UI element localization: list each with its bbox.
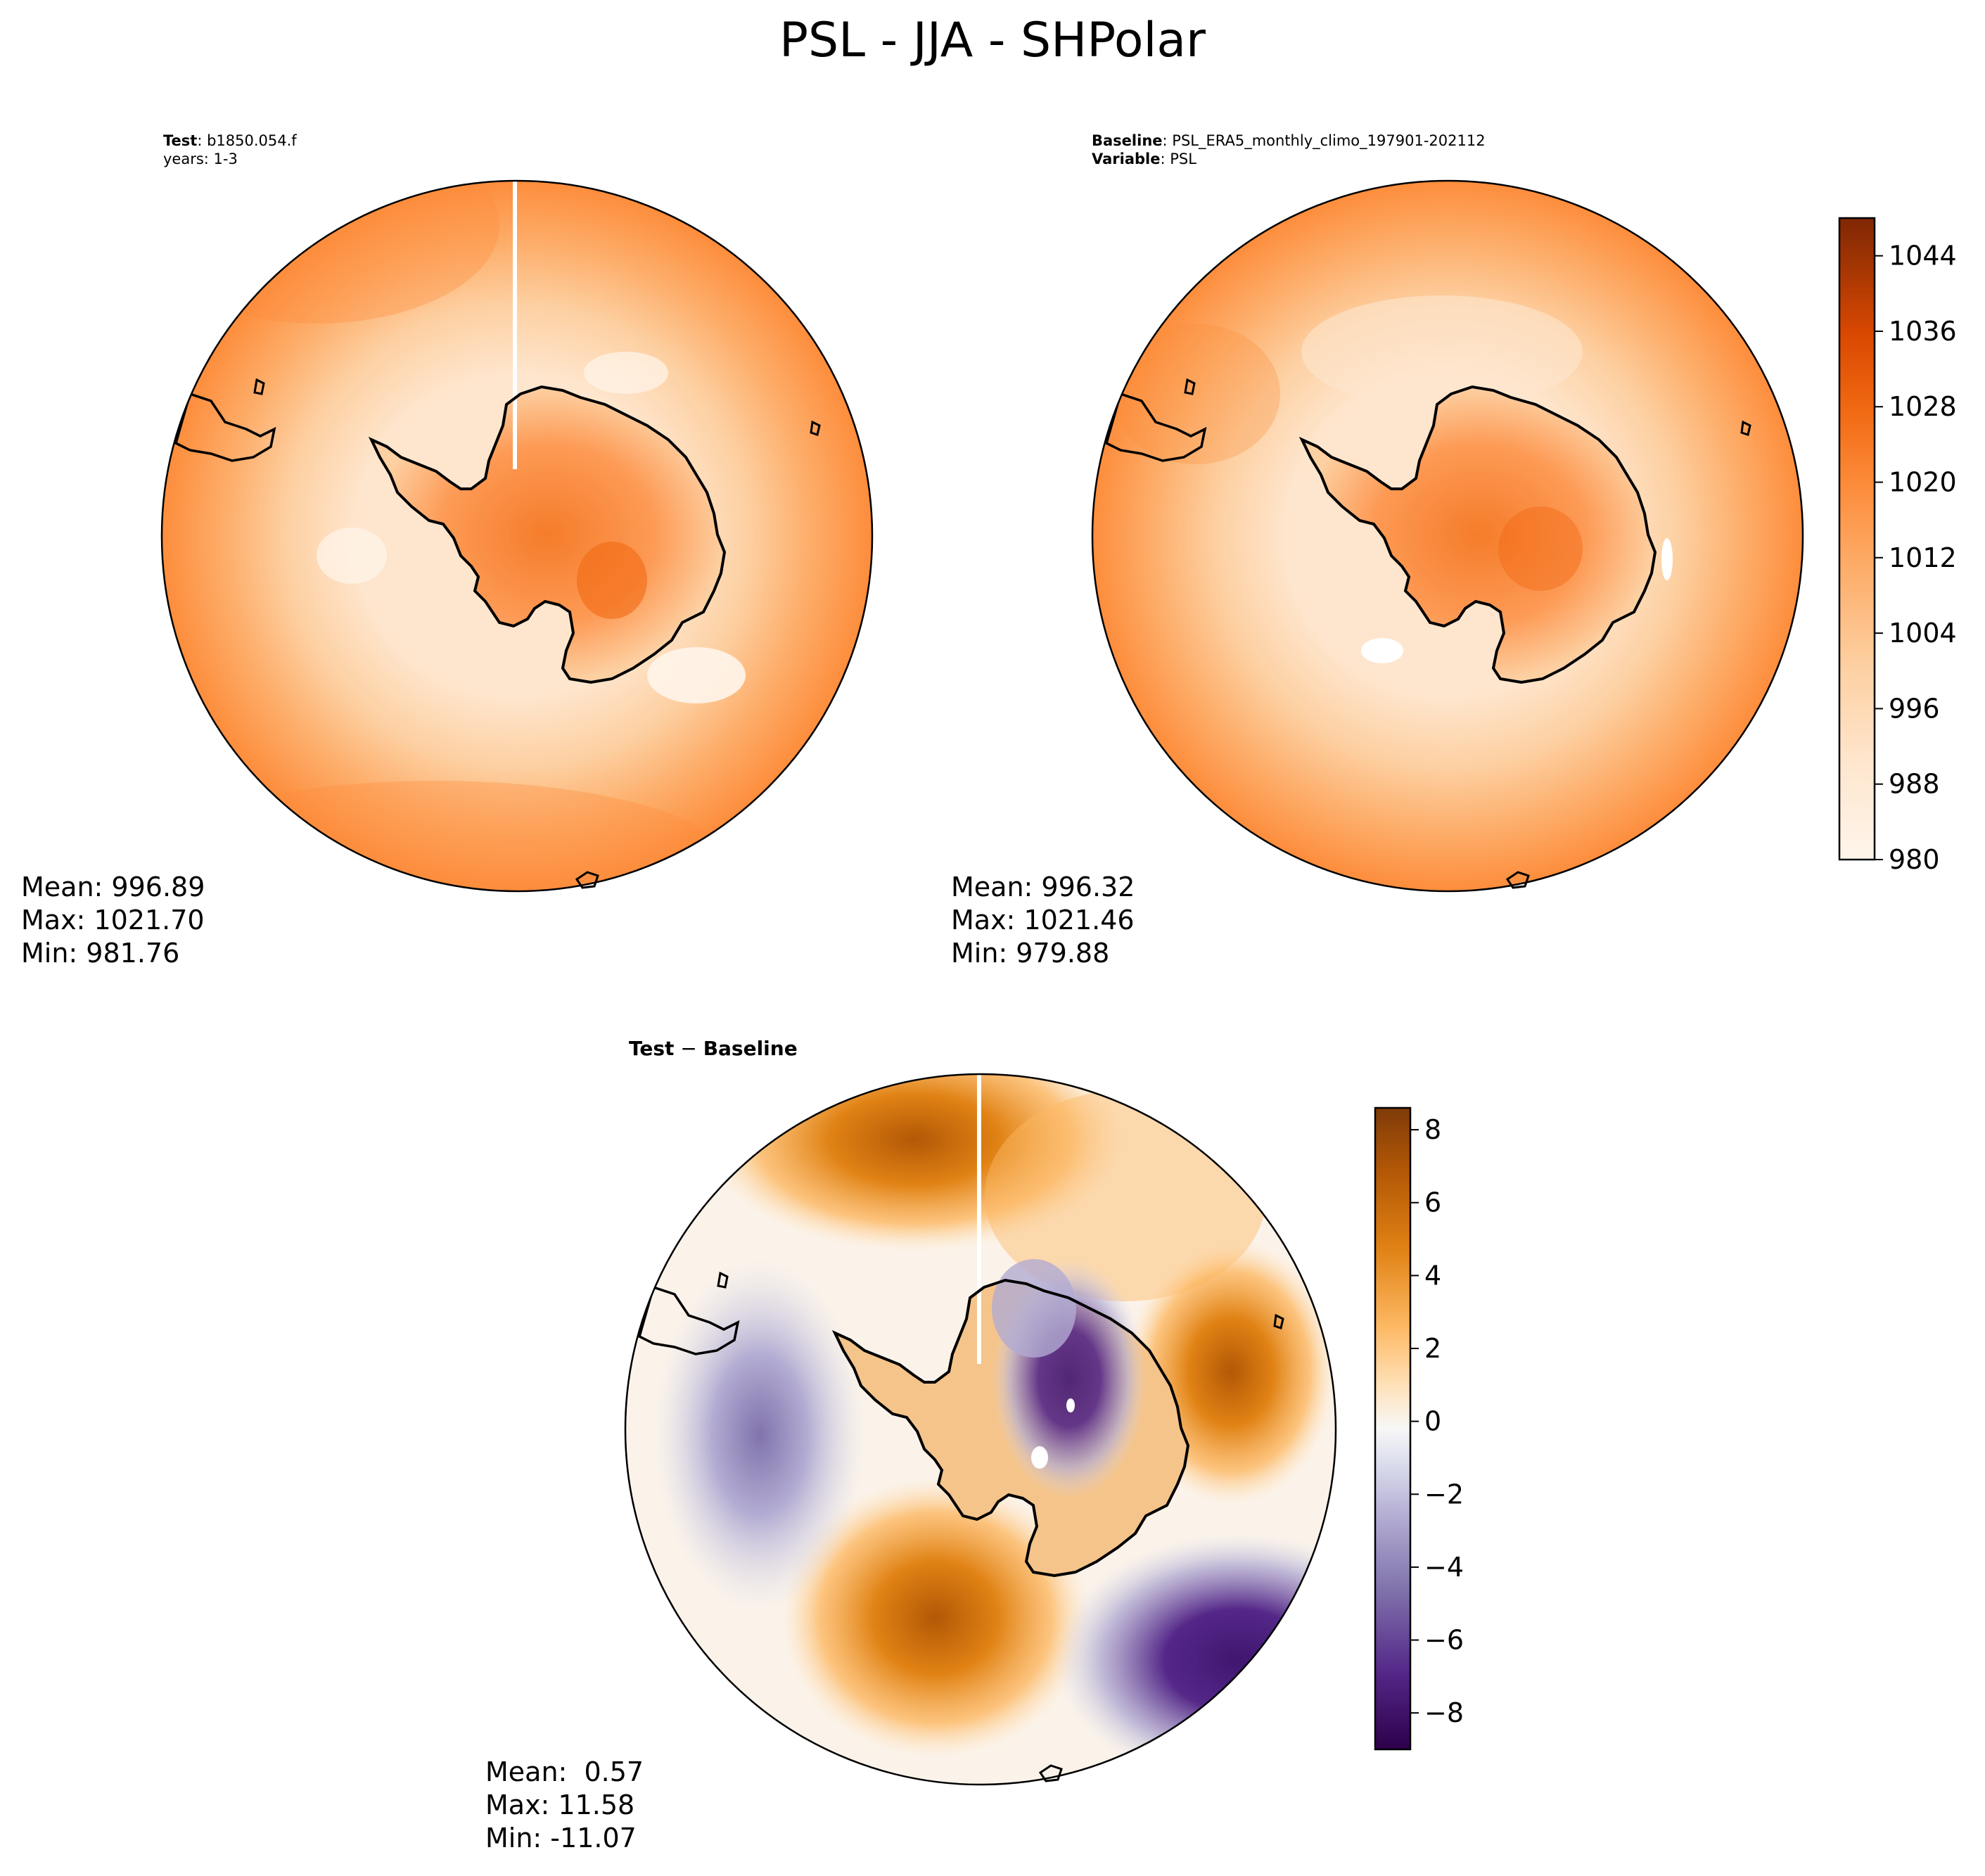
main-colorbar-tick-label: 1044 bbox=[1889, 241, 1957, 272]
test-panel-title: Test: b1850.054.f years: 1-3 bbox=[163, 132, 297, 168]
main-colorbar-tick-label: 980 bbox=[1889, 844, 1940, 875]
main-colorbar-ticks: 980 988 996 1004 1012 1020 1028 1036 1044 bbox=[1875, 241, 1957, 875]
main-colorbar-bar bbox=[1838, 217, 1876, 861]
test-stats: Mean: 996.89 Max: 1021.70 Min: 981.76 bbox=[21, 871, 205, 970]
main-colorbar-tick-label: 1020 bbox=[1889, 467, 1957, 498]
baseline-title-colon: : bbox=[1162, 132, 1173, 149]
baseline-map bbox=[1091, 179, 1804, 893]
baseline-stats: Mean: 996.32 Max: 1021.46 Min: 979.88 bbox=[951, 871, 1135, 970]
difference-colorbar: −8 −6 −4 −2 0 2 4 6 8 bbox=[1374, 1106, 1464, 1751]
difference-colorbar-tick-label: 6 bbox=[1424, 1187, 1441, 1218]
difference-min: Min: -11.07 bbox=[485, 1823, 637, 1853]
difference-mean: Mean: 0.57 bbox=[485, 1756, 644, 1787]
main-colorbar-tick-label: 988 bbox=[1889, 769, 1940, 800]
main-colorbar-tick-label: 1028 bbox=[1889, 391, 1957, 422]
baseline-subtitle-value: PSL bbox=[1170, 151, 1196, 167]
difference-colorbar-tick-label: 2 bbox=[1424, 1333, 1441, 1364]
main-colorbar: 980 988 996 1004 1012 1020 1028 1036 1044 bbox=[1838, 217, 1957, 875]
difference-colorbar-tick-label: −2 bbox=[1424, 1479, 1464, 1510]
test-subtitle: years: 1-3 bbox=[163, 151, 238, 167]
difference-colorbar-ticks: −8 −6 −4 −2 0 2 4 6 8 bbox=[1410, 1114, 1464, 1728]
test-min: Min: 981.76 bbox=[21, 938, 180, 969]
baseline-panel-title: Baseline: PSL_ERA5_monthly_climo_197901-… bbox=[1092, 132, 1486, 168]
main-colorbar-tick-label: 996 bbox=[1889, 693, 1940, 724]
baseline-min: Min: 979.88 bbox=[951, 938, 1110, 969]
baseline-max: Max: 1021.46 bbox=[951, 905, 1135, 936]
test-title-value: b1850.054.f bbox=[207, 132, 297, 149]
test-map bbox=[160, 179, 874, 893]
difference-title-left: Test bbox=[629, 1037, 675, 1060]
test-mean: Mean: 996.89 bbox=[21, 872, 205, 902]
difference-title-right: Baseline bbox=[703, 1037, 798, 1060]
baseline-subtitle-key: Variable bbox=[1092, 151, 1161, 167]
difference-colorbar-tick-label: 8 bbox=[1424, 1114, 1441, 1145]
difference-colorbar-tick-label: 4 bbox=[1424, 1260, 1441, 1291]
difference-max: Max: 11.58 bbox=[485, 1789, 635, 1820]
difference-title-sep: − bbox=[674, 1037, 703, 1060]
difference-colorbar-tick-label: 0 bbox=[1424, 1406, 1441, 1437]
baseline-title-key: Baseline bbox=[1092, 132, 1163, 149]
difference-map bbox=[624, 1073, 1337, 1786]
main-colorbar-tick-label: 1036 bbox=[1889, 316, 1957, 347]
difference-panel-title: Test − Baseline bbox=[629, 1037, 798, 1060]
main-colorbar-tick-label: 1004 bbox=[1889, 618, 1957, 649]
difference-colorbar-tick-label: −6 bbox=[1424, 1625, 1464, 1656]
difference-stats: Mean: 0.57 Max: 11.58 Min: -11.07 bbox=[485, 1756, 644, 1855]
baseline-mean: Mean: 996.32 bbox=[951, 872, 1135, 902]
test-title-key: Test bbox=[163, 132, 198, 149]
main-colorbar-tick-label: 1012 bbox=[1889, 542, 1957, 573]
test-max: Max: 1021.70 bbox=[21, 905, 205, 936]
difference-colorbar-bar bbox=[1374, 1106, 1412, 1751]
test-title-colon: : bbox=[197, 132, 208, 149]
baseline-title-value: PSL_ERA5_monthly_climo_197901-202112 bbox=[1172, 132, 1486, 149]
baseline-subtitle-colon: : bbox=[1160, 151, 1170, 167]
difference-colorbar-tick-label: −8 bbox=[1424, 1697, 1464, 1728]
figure-title: PSL - JJA - SHPolar bbox=[779, 13, 1206, 68]
difference-colorbar-tick-label: −4 bbox=[1424, 1552, 1464, 1583]
